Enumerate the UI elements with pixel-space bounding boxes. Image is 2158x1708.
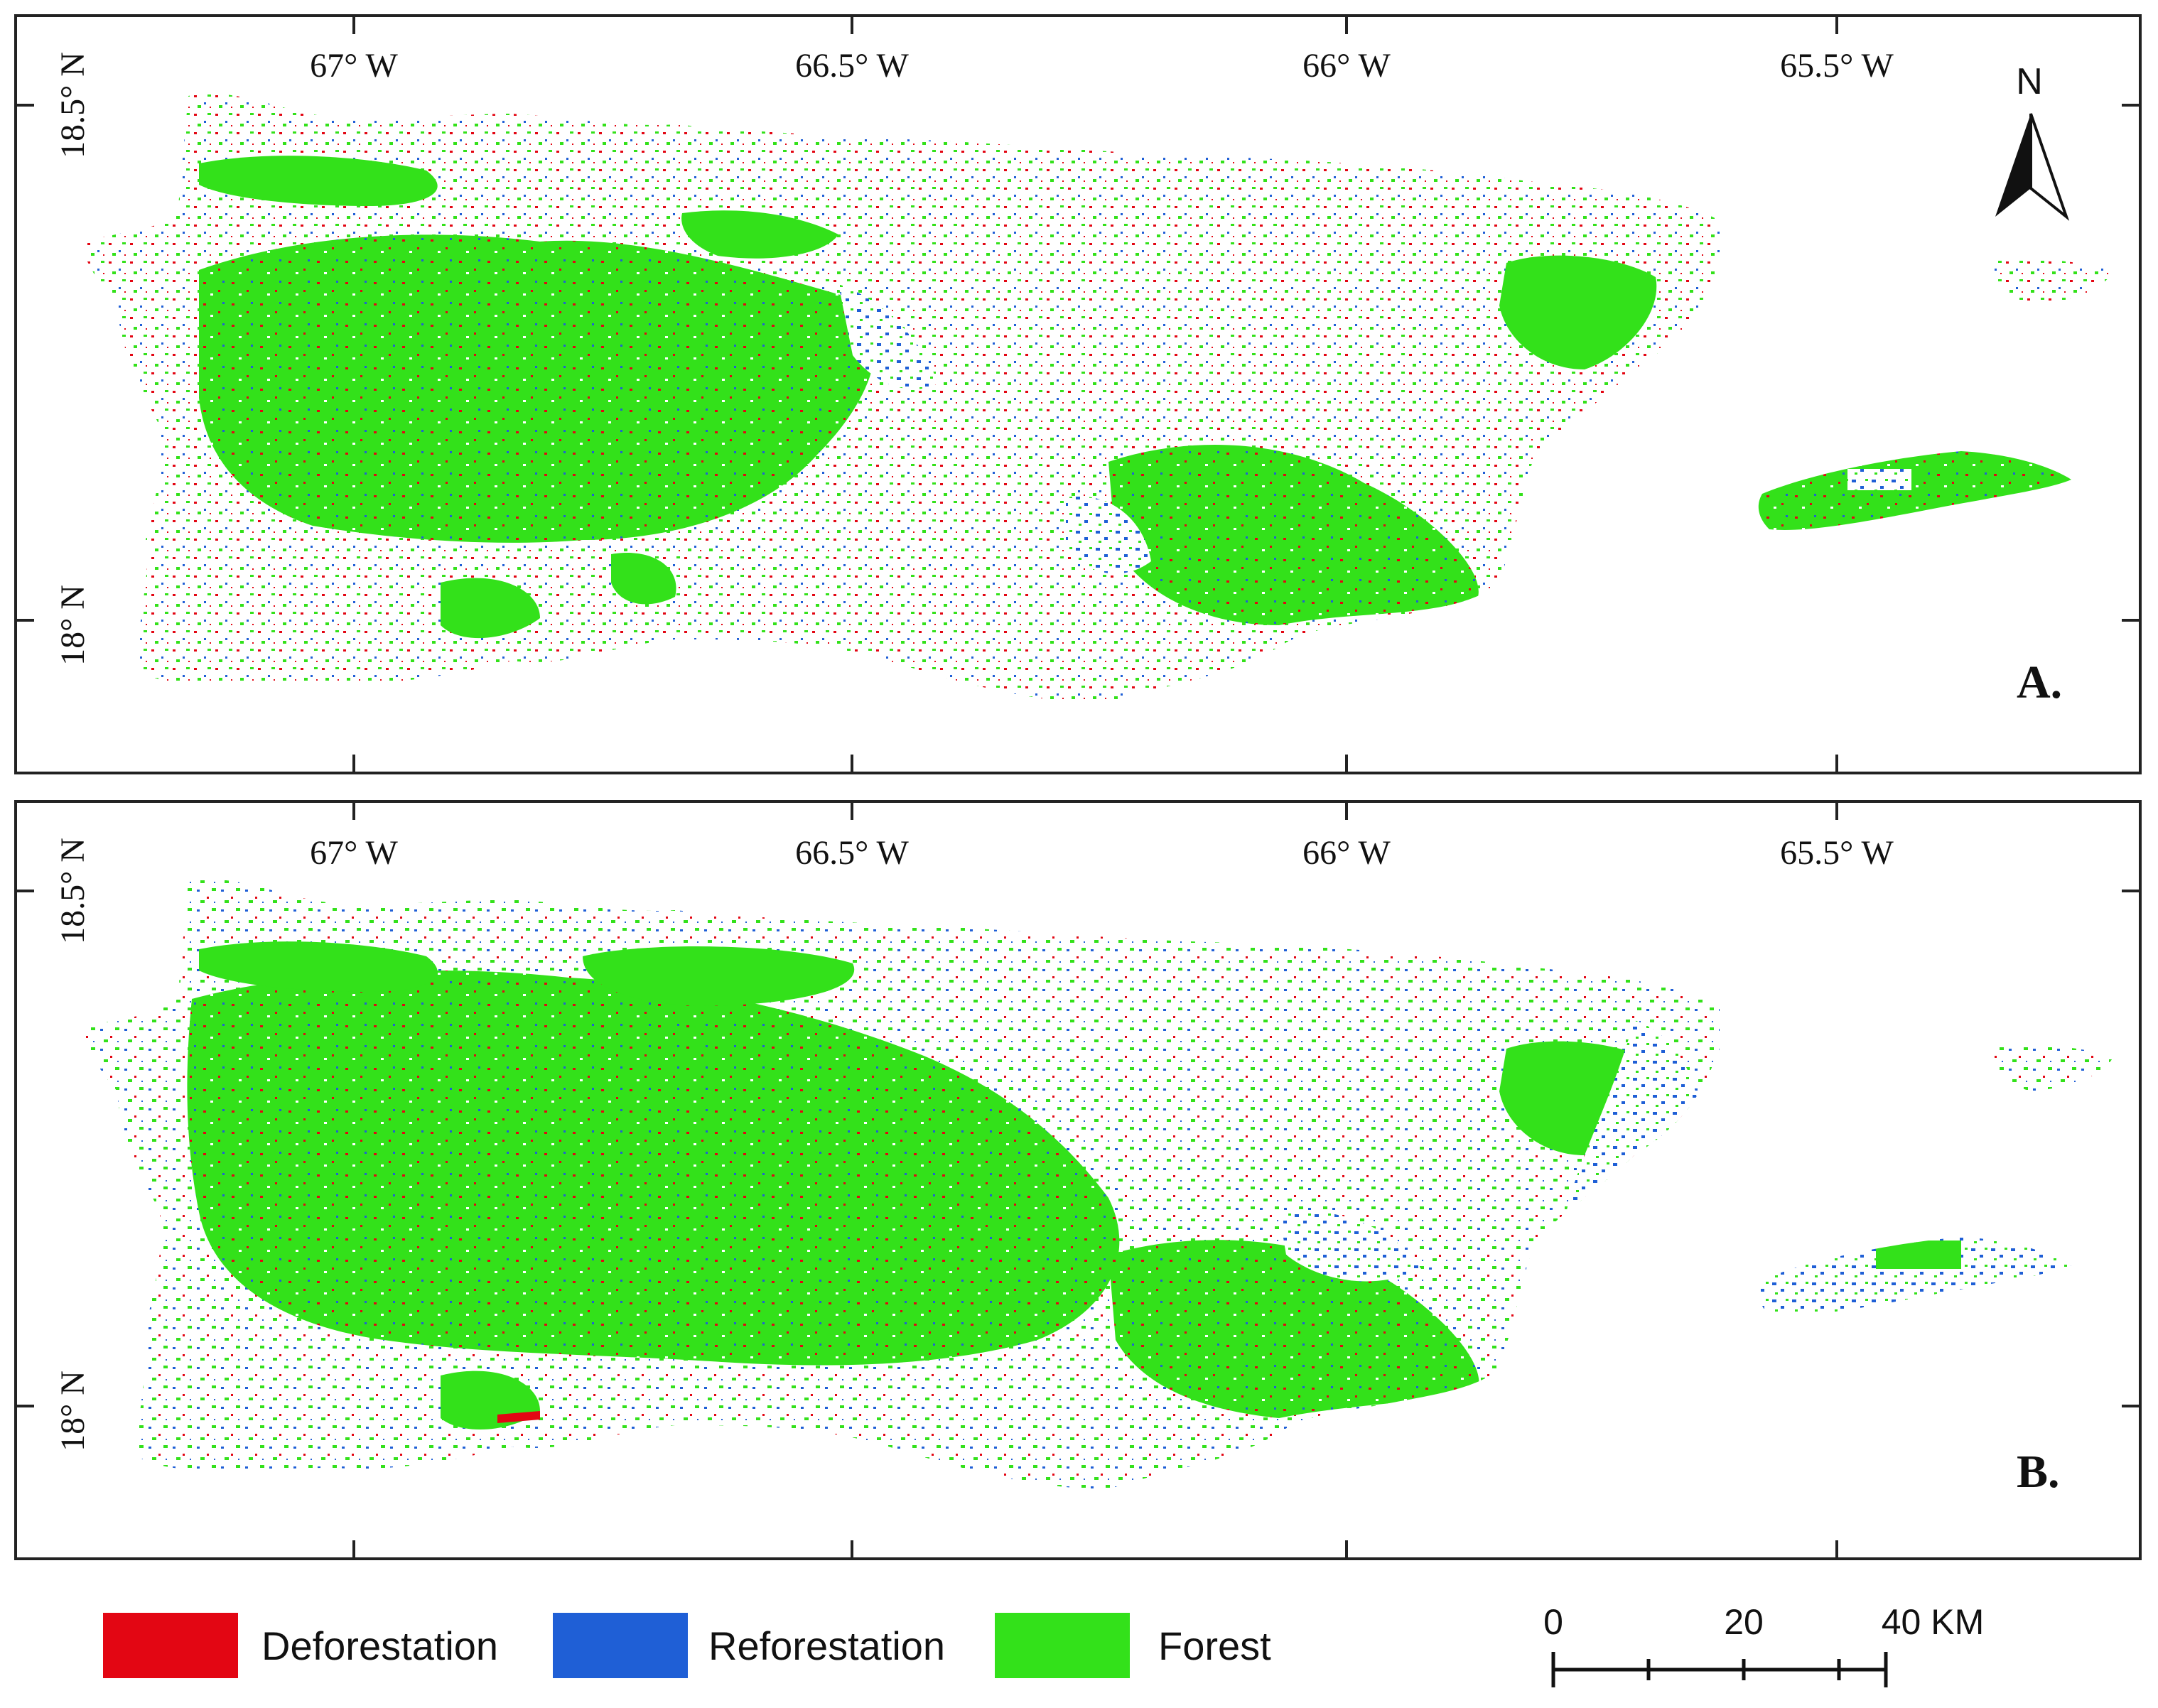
- panel-b-ticks: [16, 801, 2140, 1559]
- panel-a-map: [82, 93, 2114, 703]
- panel-a-lat-label: 18.5° N: [54, 52, 92, 158]
- panel-b-lat-label: 18° N: [54, 1371, 92, 1452]
- panel-b-lon-label: 67° W: [310, 834, 398, 872]
- scale-label: 0: [1543, 1602, 1563, 1642]
- legend-swatch-reforestation: [553, 1613, 688, 1678]
- legend-label-deforestation: Deforestation: [261, 1623, 498, 1668]
- panel-a-lon-label: 66° W: [1302, 47, 1391, 85]
- panel-b-lon-label: 65.5° W: [1780, 834, 1894, 872]
- north-arrow-icon: [1995, 114, 2031, 217]
- legend-swatch-forest: [995, 1613, 1130, 1678]
- panel-a-lon-label: 67° W: [310, 47, 398, 85]
- panel-b-label: B.: [2017, 1446, 2060, 1498]
- north-arrow: N: [1995, 61, 2070, 221]
- panel-a: 67° W 66.5° W 66° W 65.5° W 18.5° N 18° …: [14, 14, 2142, 774]
- panel-b-lon-label: 66.5° W: [795, 834, 909, 872]
- panel-a-lat-label: 18° N: [54, 585, 92, 666]
- panel-a-lon-label: 65.5° W: [1780, 47, 1894, 85]
- legend: Deforestation Reforestation Forest: [103, 1613, 1271, 1678]
- panel-a-lon-label: 66.5° W: [795, 47, 909, 85]
- scale-label: 20: [1724, 1602, 1764, 1642]
- panel-b-map: [82, 879, 2114, 1489]
- legend-swatch-deforestation: [103, 1613, 238, 1678]
- scale-label: 40 KM: [1882, 1602, 1985, 1642]
- panel-a-label: A.: [2017, 656, 2062, 708]
- scale-bar: 0 20 40 KM: [1543, 1602, 1984, 1687]
- legend-label-reforestation: Reforestation: [708, 1623, 945, 1668]
- panel-b-lon-label: 66° W: [1302, 834, 1391, 872]
- legend-label-forest: Forest: [1158, 1623, 1271, 1668]
- panel-a-ticks: [16, 16, 2140, 773]
- panel-b: 67° W 66.5° W 66° W 65.5° W 18.5° N 18° …: [14, 800, 2142, 1560]
- north-label: N: [2016, 61, 2043, 102]
- panel-b-lat-label: 18.5° N: [54, 838, 92, 944]
